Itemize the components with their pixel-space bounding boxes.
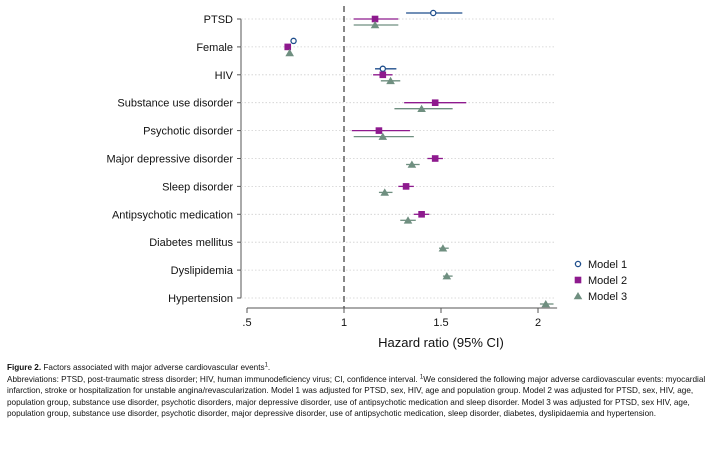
point-model-2-female	[284, 43, 292, 51]
legend-marker-model-2	[574, 276, 582, 284]
legend-label-model-3: Model 3	[588, 291, 627, 303]
point-model-2-psychotic-disorder	[375, 127, 383, 134]
point-model-2-hiv	[379, 71, 387, 79]
category-label-diabetes-mellitus: Diabetes mellitus	[149, 237, 233, 249]
category-label-hypertension: Hypertension	[168, 293, 233, 305]
category-label-sleep-disorder: Sleep disorder	[162, 181, 233, 193]
point-model-1-female	[290, 37, 297, 45]
category-label-hiv: HIV	[215, 70, 234, 82]
category-label-female: Female	[196, 42, 233, 54]
figure-caption: Figure 2. Factors associated with major …	[7, 362, 719, 420]
point-model-3-ptsd	[370, 21, 380, 29]
point-model-3-antipsychotic-medication	[403, 216, 413, 224]
category-label-antipsychotic-medication: Antipsychotic medication	[112, 209, 233, 221]
x-tick-label: .5	[242, 317, 251, 329]
category-label-major-depressive-disorder: Major depressive disorder	[106, 154, 233, 166]
x-axis-title: Hazard ratio (95% CI)	[378, 335, 504, 350]
x-tick-label: 2	[535, 317, 541, 329]
caption-models-text: We considered the following major advers…	[7, 374, 706, 419]
point-model-3-dyslipidemia	[442, 272, 452, 280]
point-model-2-antipsychotic-medication	[418, 211, 425, 218]
point-model-1-ptsd	[429, 9, 437, 17]
x-tick-label: 1.5	[433, 317, 448, 329]
category-label-ptsd: PTSD	[204, 14, 233, 26]
caption-title-sup: 1	[264, 362, 268, 369]
point-model-3-female	[285, 48, 294, 57]
caption-title-text: Factors associated with major adverse ca…	[43, 363, 265, 372]
point-model-2-sleep-disorder	[402, 183, 410, 190]
legend-marker-model-3	[573, 292, 583, 300]
point-model-2-major-depressive-disorder	[431, 155, 439, 162]
point-model-3-diabetes-mellitus	[438, 244, 448, 252]
point-model-3-substance-use-disorder	[417, 104, 426, 112]
point-model-3-major-depressive-disorder	[407, 160, 417, 168]
point-model-3-psychotic-disorder	[378, 132, 388, 140]
point-model-2-substance-use-disorder	[431, 99, 439, 106]
caption-abbreviations: Abbreviations: PTSD, post-traumatic stre…	[7, 374, 420, 384]
caption-figure-label: Figure 2.	[7, 363, 42, 372]
legend-label-model-1: Model 1	[588, 259, 627, 271]
legend-marker-model-1	[574, 260, 582, 268]
caption-title-line: Figure 2. Factors associated with major …	[7, 362, 271, 372]
forest-plot: PTSD Female HIV Substance use disorder Psych…	[106, 6, 627, 350]
point-model-2-ptsd	[371, 15, 379, 23]
caption-body: Abbreviations: PTSD, post-traumatic stre…	[7, 374, 719, 420]
category-label-psychotic-disorder: Psychotic disorder	[143, 126, 233, 138]
category-label-dyslipidemia: Dyslipidemia	[171, 265, 234, 277]
point-model-3-sleep-disorder	[380, 188, 390, 196]
point-model-3-hypertension	[541, 300, 551, 308]
x-tick-label: 1	[341, 317, 347, 329]
point-model-1-hiv	[379, 65, 387, 73]
legend-label-model-2: Model 2	[588, 275, 627, 287]
point-model-3-hiv	[386, 76, 395, 85]
category-label-substance-use-disorder: Substance use disorder	[117, 98, 233, 110]
caption-body-sup: 1	[419, 373, 424, 380]
